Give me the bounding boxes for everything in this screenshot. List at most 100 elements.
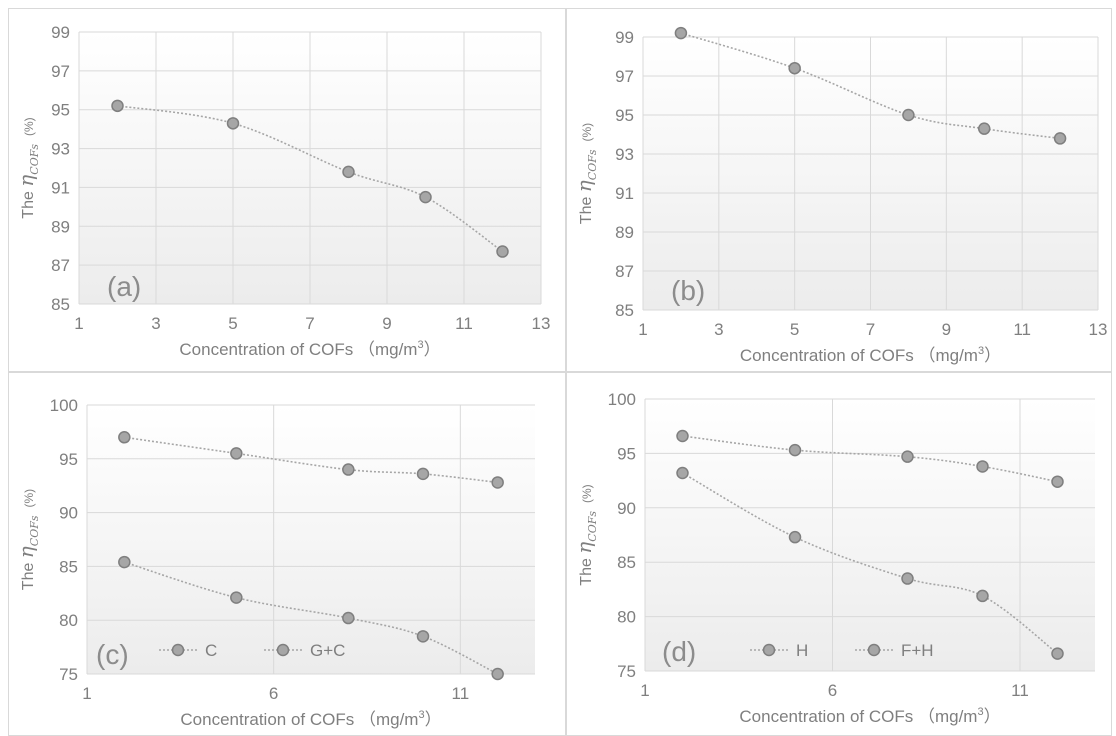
data-point-marker xyxy=(118,431,131,444)
legend-marker-1 xyxy=(762,643,776,657)
panel-label: (b) xyxy=(671,275,705,306)
legend-marker-2 xyxy=(276,643,290,657)
y-tick-label: 85 xyxy=(617,553,636,572)
x-tick-label: 6 xyxy=(828,681,837,700)
x-tick-label: 3 xyxy=(151,314,160,333)
data-point-marker xyxy=(1053,132,1067,145)
series-line-2 xyxy=(682,435,1058,483)
y-tick-label: 90 xyxy=(617,499,636,518)
y-tick-label: 91 xyxy=(51,178,70,197)
data-point-marker xyxy=(1051,647,1064,660)
x-axis-title: Concentration of COFs （mg/m3） xyxy=(180,709,441,729)
chart-panel-b: 85 87 89 91 93 95 97 99 1 3 5 7 9 11 13 Concentration o… xyxy=(566,8,1112,372)
data-point-marker xyxy=(788,443,802,457)
legend-marker-2 xyxy=(867,643,881,657)
x-tick-label: 11 xyxy=(1013,320,1031,339)
y-tick-label: 85 xyxy=(51,295,70,314)
y-axis-title: The ηCOFs(%) xyxy=(572,123,599,224)
x-tick-label: 11 xyxy=(452,684,470,703)
y-tick-label: 100 xyxy=(608,390,636,409)
chart-svg-3: 75 80 85 90 95 100 1 6 11 Concentration of COFs （… xyxy=(14,396,535,729)
y-axis-title: The ηCOFs(%) xyxy=(572,484,599,585)
y-tick-label: 93 xyxy=(51,140,70,159)
legend-marker-1 xyxy=(171,643,185,657)
data-point-marker xyxy=(111,99,124,113)
y-axis-title: The ηCOFs(%) xyxy=(14,117,41,218)
data-point-marker xyxy=(788,61,801,75)
legend-label-2: G+C xyxy=(310,641,345,660)
x-tick-label: 6 xyxy=(269,684,278,703)
series-line-1 xyxy=(680,32,1061,140)
data-point-marker xyxy=(230,447,243,460)
x-tick-label: 11 xyxy=(455,314,473,333)
plot-area xyxy=(645,399,1095,671)
plot-area xyxy=(87,405,535,674)
y-tick-label: 80 xyxy=(59,611,78,630)
data-point-marker xyxy=(226,117,240,130)
data-point-marker xyxy=(902,108,915,122)
data-point-marker xyxy=(976,589,989,603)
x-tick-label: 9 xyxy=(382,314,391,333)
data-point-marker xyxy=(342,611,355,625)
x-tick-label: 13 xyxy=(532,314,551,333)
y-tick-label: 85 xyxy=(615,301,634,320)
x-tick-label: 1 xyxy=(82,684,91,703)
y-tick-label: 80 xyxy=(617,608,636,627)
y-tick-label: 87 xyxy=(51,256,70,275)
data-point-marker xyxy=(496,245,509,258)
x-tick-label: 7 xyxy=(866,320,875,339)
y-tick-label: 95 xyxy=(617,444,636,463)
panel-label: (d) xyxy=(662,636,696,667)
panel-label: (c) xyxy=(96,639,129,670)
y-tick-label: 89 xyxy=(51,217,70,236)
y-tick-label: 97 xyxy=(51,62,70,81)
chart-panel-d: 75 80 85 90 95 100 1 6 11 Concentration of COFs （… xyxy=(566,372,1112,736)
y-tick-label: 91 xyxy=(615,184,634,203)
y-tick-label: 75 xyxy=(617,662,636,681)
x-tick-label: 9 xyxy=(942,320,951,339)
x-tick-label: 1 xyxy=(74,314,83,333)
legend-label-2: F+H xyxy=(901,641,934,660)
data-point-marker xyxy=(901,450,914,463)
y-tick-label: 87 xyxy=(615,262,634,281)
series-line-1 xyxy=(124,561,499,675)
data-point-marker xyxy=(676,429,689,443)
data-point-marker xyxy=(491,476,504,489)
legend-label-1: C xyxy=(205,641,217,660)
x-axis-title: Concentration of COFs （mg/m3） xyxy=(740,345,1001,365)
x-tick-label: 5 xyxy=(228,314,237,333)
data-point-marker xyxy=(419,190,432,204)
y-tick-label: 95 xyxy=(59,450,78,469)
y-tick-label: 95 xyxy=(615,106,634,125)
data-point-marker xyxy=(978,122,991,135)
data-point-marker xyxy=(676,466,689,480)
x-axis-title: Concentration of COFs （mg/m3） xyxy=(179,339,440,359)
x-tick-label: 1 xyxy=(638,320,647,339)
data-point-marker xyxy=(118,555,131,569)
data-point-marker xyxy=(342,165,355,179)
x-tick-label: 13 xyxy=(1089,320,1108,339)
legend-label-1: H xyxy=(796,641,808,660)
chart-svg-4: 75 80 85 90 95 100 1 6 11 Concentration of COFs （… xyxy=(572,390,1095,726)
y-tick-label: 93 xyxy=(615,145,634,164)
data-point-marker xyxy=(976,460,989,473)
y-tick-label: 100 xyxy=(50,396,78,415)
x-axis-title: Concentration of COFs （mg/m3） xyxy=(739,706,1000,726)
x-tick-label: 7 xyxy=(305,314,314,333)
chart-panel-a: 85 87 89 91 93 95 97 99 1 3 5 7 9 11 13 Concentration o… xyxy=(8,8,566,372)
y-axis-title: The ηCOFs(%) xyxy=(14,489,41,590)
data-point-marker xyxy=(416,467,430,481)
data-point-marker xyxy=(230,591,243,604)
chart-panel-c: 75 80 85 90 95 100 1 6 11 Concentration of COFs （… xyxy=(8,372,566,736)
x-tick-label: 11 xyxy=(1011,681,1029,700)
y-tick-label: 85 xyxy=(59,557,78,576)
y-tick-label: 75 xyxy=(59,665,78,684)
data-point-marker xyxy=(788,530,802,544)
data-point-marker xyxy=(491,667,504,681)
y-tick-label: 89 xyxy=(615,223,634,242)
x-tick-label: 5 xyxy=(790,320,799,339)
series-line-2 xyxy=(124,436,498,484)
x-tick-label: 1 xyxy=(640,681,649,700)
